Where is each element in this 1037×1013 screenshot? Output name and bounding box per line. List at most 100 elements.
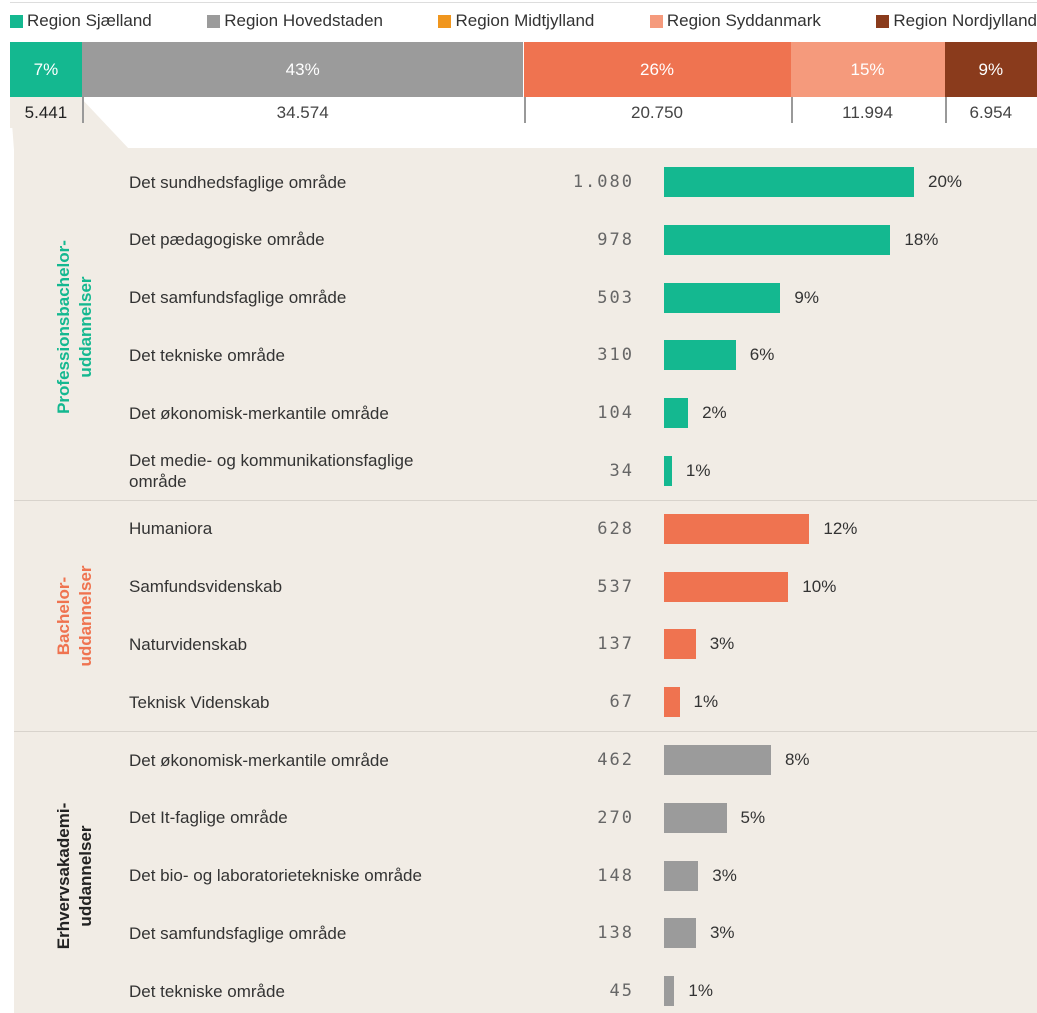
separator: [944, 97, 947, 123]
bar: [664, 802, 727, 833]
category-label: Det sundhedsfaglige område: [129, 172, 347, 192]
count-label: 310: [597, 345, 634, 366]
legend-label: Region Midtjylland: [455, 11, 595, 30]
row-label: Naturvidenskab: [129, 620, 474, 668]
percent-label: 2%: [702, 403, 727, 423]
group-separator: [14, 499, 1037, 501]
legend: Region Sjælland Region Hovedstaden Region …: [10, 8, 1037, 34]
bar: [664, 918, 696, 949]
count-label: 34: [609, 461, 634, 481]
separator: [790, 97, 793, 123]
count-label: 6.954: [969, 103, 1013, 122]
legend-swatch: [876, 14, 890, 28]
category-label: Samfundsvidenskab: [129, 577, 283, 597]
row-label: Det tekniske område: [129, 331, 474, 379]
row-label: Samfundsvidenskab: [129, 563, 474, 611]
row-label: Det tekniske område: [129, 967, 474, 1013]
bar: [664, 167, 914, 197]
legend-swatch: [10, 14, 23, 28]
row-label: Det It-faglige område: [129, 794, 474, 842]
category-label: Teknisk Videnskab: [129, 692, 270, 712]
category-label: Det økonomisk-merkantile område: [129, 750, 389, 770]
percent-label: 6%: [749, 345, 775, 365]
count-label: 20.750: [631, 103, 683, 122]
segment-label: 43%: [285, 60, 320, 79]
row-label: Det medie- og kommunikationsfaglige områ…: [129, 447, 474, 495]
legend-label: Region Syddanmark: [666, 11, 821, 30]
category-label: Det It-faglige område: [129, 808, 288, 828]
count-label: 270: [597, 807, 634, 828]
count-label: 11.994: [842, 103, 893, 122]
legend-label: Region Sjælland: [27, 11, 152, 30]
row-label: Humaniora: [129, 505, 474, 553]
legend-swatch: [207, 14, 221, 28]
bar: [664, 513, 810, 544]
count-label: 503: [597, 287, 634, 308]
segment-label: 7%: [33, 60, 59, 79]
bar: [664, 687, 680, 718]
legend-item: Region Sjælland: [10, 11, 152, 31]
bar-segment: [790, 42, 945, 97]
percent-label: 9%: [794, 287, 819, 307]
category-label: Humaniora: [129, 519, 213, 539]
bar-segment: [10, 42, 82, 97]
legend-swatch: [438, 14, 452, 28]
bar: [664, 282, 781, 313]
count-label: 462: [597, 750, 634, 770]
count-label: 537: [597, 576, 634, 597]
legend-item: Region Midtjylland: [438, 11, 594, 31]
percent-label: 20%: [928, 172, 963, 191]
row-label: Det samfundsfaglige område: [129, 274, 474, 322]
category-label: Det tekniske område: [129, 981, 285, 1001]
count-label: 45: [609, 981, 634, 1002]
legend-item: Region Nordjylland: [876, 11, 1037, 31]
group-separator: [14, 731, 1037, 733]
group-label: Professionsbachelor- uddannelser: [54, 239, 95, 414]
legend-item: Region Hovedstaden: [207, 11, 383, 31]
bar-segment: [944, 42, 1037, 97]
percent-label: 8%: [784, 750, 810, 769]
count-label: 34.574: [276, 103, 329, 122]
count-label: 138: [597, 923, 634, 944]
bar-segment: [523, 42, 791, 97]
count-label: 978: [597, 229, 634, 250]
row-label: Det bio- og laboratorietekniske område: [129, 852, 474, 900]
percent-label: 1%: [685, 461, 711, 480]
row-label: Det sundhedsfaglige område: [129, 158, 474, 206]
count-label: 1.080: [572, 172, 634, 192]
bar: [664, 860, 699, 891]
bar: [664, 571, 789, 602]
bar: [664, 340, 736, 371]
bar: [664, 224, 891, 255]
row-label: Teknisk Videnskab: [129, 678, 474, 726]
segment-label: 9%: [978, 60, 1004, 79]
legend-item: Region Syddanmark: [649, 11, 821, 31]
bar: [664, 398, 689, 429]
percent-label: 1%: [688, 981, 713, 1001]
segment-label: 15%: [850, 60, 885, 79]
category-label: Det tekniske område: [129, 345, 285, 365]
separator: [81, 97, 84, 123]
category-label: Det medie- og kommunikationsfaglige områ…: [129, 451, 414, 491]
bar-segment: [81, 42, 524, 97]
count-label: 628: [597, 518, 634, 539]
bar: [664, 456, 672, 486]
group-label: Erhvervsakademi- uddannelser: [54, 802, 95, 949]
count-label: 104: [597, 403, 634, 424]
bar: [664, 976, 675, 1007]
category-label: Det samfundsfaglige område: [129, 288, 347, 308]
row-label: Det økonomisk-merkantile område: [129, 389, 474, 437]
percent-label: 10%: [802, 576, 837, 596]
legend-swatch: [649, 14, 663, 28]
bar: [664, 629, 696, 660]
category-label: Naturvidenskab: [129, 634, 248, 654]
row-label: Det samfundsfaglige område: [129, 909, 474, 957]
count-label: 137: [597, 634, 634, 655]
percent-label: 3%: [709, 923, 735, 943]
category-label: Det pædagogiske område: [129, 230, 325, 250]
percent-label: 18%: [904, 229, 939, 249]
group-label: Bachelor- uddannelser: [54, 564, 95, 667]
legend-label: Region Hovedstaden: [224, 11, 383, 30]
count-label: 5.441: [10, 97, 82, 128]
